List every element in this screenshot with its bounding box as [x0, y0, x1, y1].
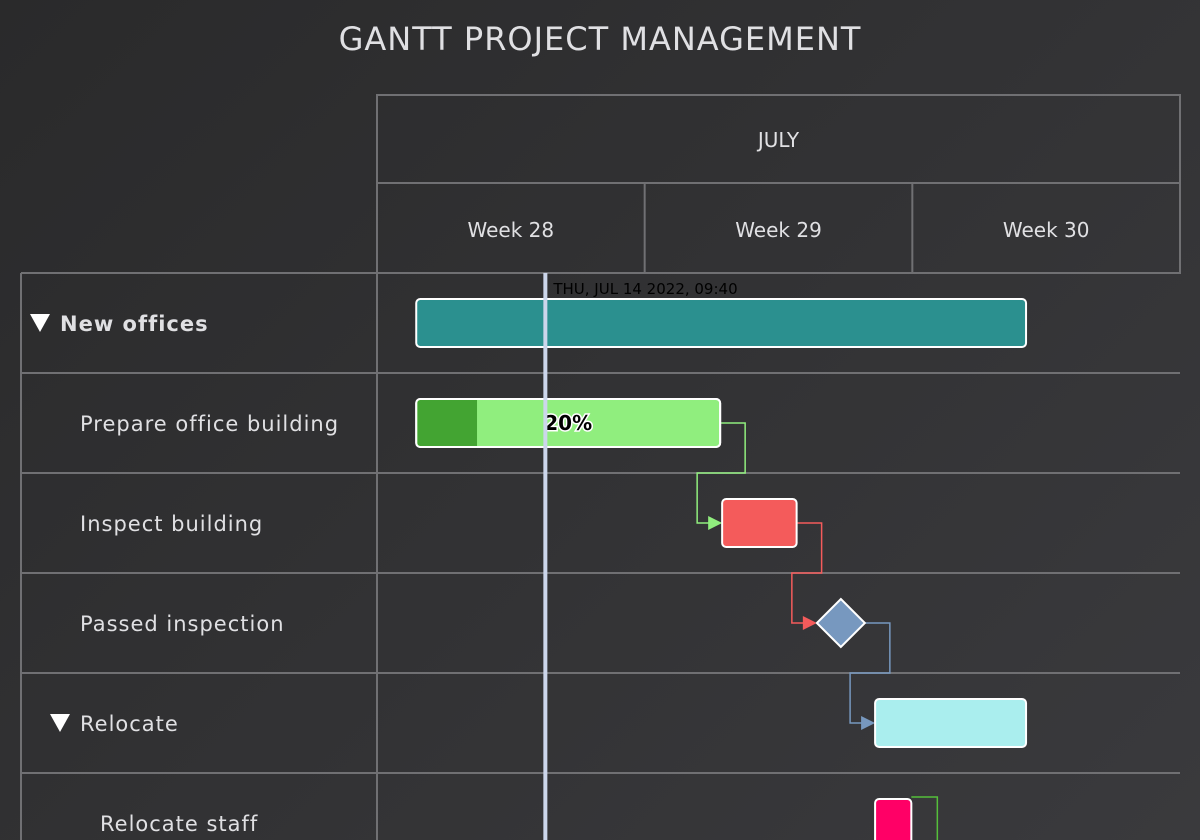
- task-bar: [415, 298, 1028, 348]
- dependency-arrow-icon: [708, 516, 723, 530]
- task-bar: [874, 798, 913, 840]
- task-bars: 20%: [415, 298, 1028, 840]
- current-date-indicator: THU, JUL 14 2022, 09:40: [543, 273, 738, 840]
- month-label: JULY: [756, 128, 800, 152]
- dependency-arrow-icon: [802, 616, 817, 630]
- week-label: Week 30: [1003, 218, 1090, 242]
- category-label: New offices: [60, 312, 209, 336]
- category-label: Prepare office building: [80, 412, 339, 436]
- category-label: Passed inspection: [80, 612, 285, 636]
- category-label: Inspect building: [80, 512, 263, 536]
- category-label: Relocate staff: [100, 812, 258, 836]
- milestone-marker: [815, 597, 867, 649]
- dependency-line: [849, 622, 891, 724]
- task-progress-label: 20%: [544, 411, 592, 435]
- task-bar: [721, 498, 798, 548]
- week-label: Week 29: [735, 218, 822, 242]
- task-bar: [874, 698, 1028, 748]
- collapse-arrow-icon: [50, 714, 70, 732]
- category-axis: New offices Prepare office building Inspec…: [30, 312, 339, 836]
- current-date-label: THU, JUL 14 2022, 09:40: [552, 280, 737, 298]
- timeline-header: JULY Week 28 Week 29 Week 30: [468, 128, 1090, 242]
- week-label: Week 28: [468, 218, 555, 242]
- dependency-line: [696, 422, 746, 524]
- dependency-line: [791, 522, 823, 624]
- grid: [20, 94, 1181, 840]
- category-label: Relocate: [80, 712, 179, 736]
- collapse-arrow-icon: [30, 314, 50, 332]
- task-bar-outline: [415, 398, 722, 448]
- dependency-line: [911, 796, 939, 840]
- task-progress-fill: [417, 400, 478, 446]
- dependency-arrow-icon: [861, 716, 876, 730]
- dependency-connectors: [696, 422, 939, 840]
- chart-title: GANTT PROJECT MANAGEMENT: [339, 20, 862, 58]
